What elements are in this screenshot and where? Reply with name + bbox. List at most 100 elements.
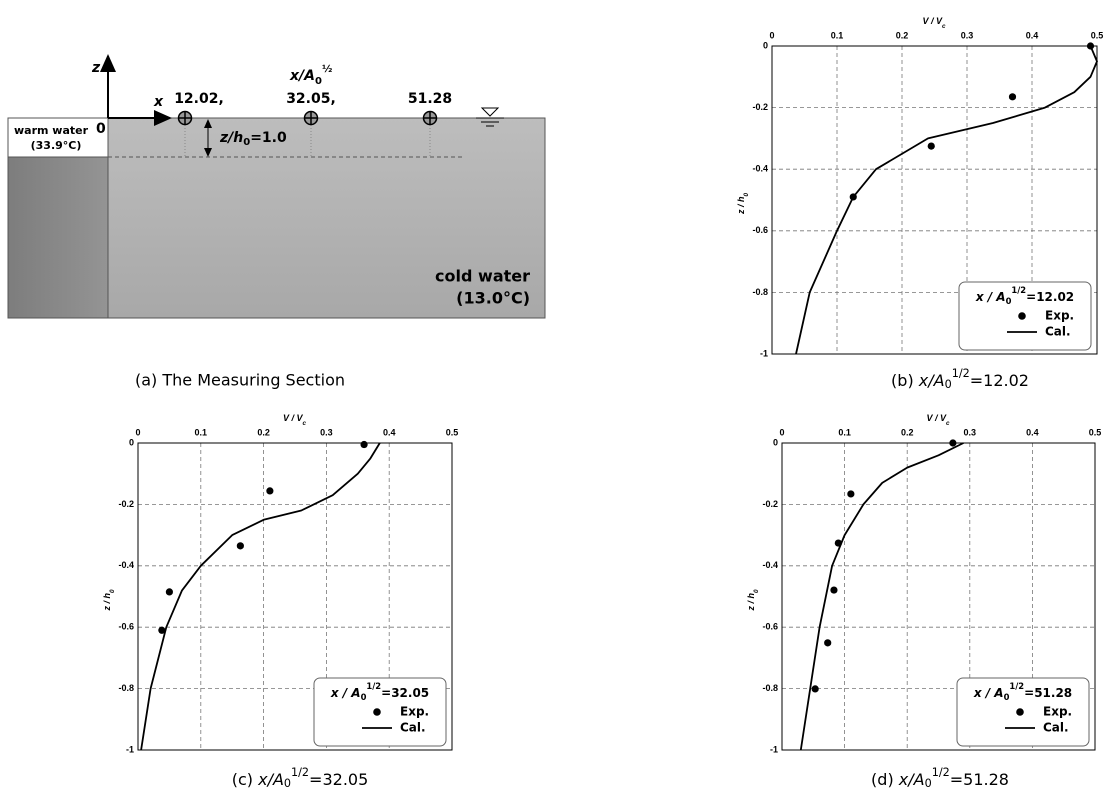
y-axis-title: z / h0 xyxy=(736,193,749,216)
legend-title: x / A01/2=51.28 xyxy=(973,681,1072,702)
warm-water-inlet xyxy=(7,117,109,158)
y-tick-label: 0 xyxy=(763,40,768,50)
x-axis-title-part: c xyxy=(303,420,307,427)
legend-label: Exp. xyxy=(400,705,429,719)
x-axis-title-part: c xyxy=(942,23,946,30)
legend-title-part: 1/2 xyxy=(1011,285,1026,295)
y-axis-title: z / h0 xyxy=(746,589,759,612)
legend-title-part: =12.02 xyxy=(1026,290,1074,304)
station-value: 51.28 xyxy=(408,91,452,107)
y-tick-label: -0.6 xyxy=(118,622,134,632)
plot-frame xyxy=(781,442,1096,751)
y-tick-label: -1 xyxy=(770,744,778,754)
y-axis-title-part: 0 xyxy=(743,193,750,197)
cal-line xyxy=(795,45,1098,355)
depth-label: z/h0=1.0 xyxy=(219,130,287,148)
station-label: x/A0½ xyxy=(289,64,332,87)
wall xyxy=(7,156,109,319)
legend-title-part: x / A xyxy=(973,686,1004,700)
caption-part: 0 xyxy=(925,777,932,790)
caption-part: 1/2 xyxy=(291,766,309,779)
chart: 0 0.1 0.2 0.3 0.4 0.5 0 -0.2 -0.4 -0.6 -0.8 -1 V / V… xyxy=(736,16,1103,391)
plot-frame xyxy=(771,45,1098,355)
caption: (b) x/A01/2=12.02 xyxy=(891,367,1029,391)
exp-point xyxy=(949,439,957,447)
station-value: 32.05, xyxy=(286,91,336,107)
x-tick-label: 0 xyxy=(769,30,774,40)
exp-point xyxy=(165,588,173,596)
legend-marker xyxy=(1018,312,1026,320)
legend-label: Exp. xyxy=(1043,705,1072,719)
caption-part: x/A xyxy=(918,371,945,390)
legend-label: Cal. xyxy=(400,721,426,735)
x-tick-label: 0.1 xyxy=(195,427,208,437)
legend-title-part: x / A xyxy=(330,686,361,700)
z-label: z xyxy=(91,60,101,76)
station-label-part: x/A xyxy=(289,68,315,84)
caption-part: 0 xyxy=(945,378,952,391)
y-axis-title-part: z / h xyxy=(736,196,746,215)
caption: (a) The Measuring Section xyxy=(135,371,345,390)
exp-point xyxy=(927,142,935,150)
chart: 0 0.1 0.2 0.3 0.4 0.5 0 -0.2 -0.4 -0.6 -0.8 -1 V / V… xyxy=(102,413,458,790)
water-level-symbol xyxy=(476,107,504,127)
depth-label-part: z/h xyxy=(219,130,243,146)
probes xyxy=(177,110,438,126)
exp-point xyxy=(811,685,819,693)
x-tick-label: 0.1 xyxy=(831,30,844,40)
x-tick-label: 0.3 xyxy=(964,427,977,437)
legend-title: x / A01/2=32.05 xyxy=(330,681,429,702)
caption-part: 1/2 xyxy=(952,367,970,380)
y-tick-label: -0.6 xyxy=(752,225,768,235)
y-tick-label: -1 xyxy=(126,744,134,754)
caption-part: =12.02 xyxy=(970,371,1029,390)
x-tick-label: 0 xyxy=(135,427,140,437)
cold-label: cold water xyxy=(435,267,530,286)
exp-point xyxy=(266,487,274,495)
station-value: 12.02, xyxy=(174,91,224,107)
exp-point xyxy=(830,586,838,594)
cold-temp: (13.0°C) xyxy=(456,289,530,308)
y-tick-label: -0.2 xyxy=(118,499,134,509)
legend-marker xyxy=(1016,708,1024,716)
x-tick-label: 0.3 xyxy=(320,427,333,437)
exp-point xyxy=(1008,93,1017,101)
x-tick-label: 0 xyxy=(779,427,784,437)
caption: (c) x/A01/2=32.05 xyxy=(232,766,369,790)
x-tick-label: 0.5 xyxy=(1089,427,1102,437)
origin-label: 0 xyxy=(96,121,106,137)
legend-title: x / A01/2=12.02 xyxy=(975,285,1074,306)
caption: (d) x/A01/2=51.28 xyxy=(871,766,1009,790)
y-tick-label: -1 xyxy=(760,348,768,358)
y-axis-title-part: 0 xyxy=(753,589,760,593)
legend-title-part: 1/2 xyxy=(366,681,381,691)
x-tick-label: 0.2 xyxy=(896,30,909,40)
caption-part: x/A xyxy=(898,770,925,789)
y-tick-label: -0.8 xyxy=(118,683,134,693)
x-tick-label: 0.5 xyxy=(1091,30,1104,40)
caption-part: x/A xyxy=(257,770,284,789)
legend-title-part: =51.28 xyxy=(1024,686,1072,700)
x-axis-title: V / Vc xyxy=(927,413,951,426)
x-axis-title-part: V / V xyxy=(923,16,944,26)
legend-title-part: 0 xyxy=(1006,296,1012,306)
legend-title-part: 0 xyxy=(361,692,367,702)
x-axis-title-part: V / V xyxy=(283,413,304,423)
caption-part: 0 xyxy=(284,777,291,790)
y-tick-label: -0.6 xyxy=(762,622,778,632)
caption-part: =32.05 xyxy=(309,770,368,789)
x-axis-title-part: c xyxy=(946,420,950,427)
y-axis-title-part: z / h xyxy=(746,592,756,611)
x-tick-label: 0.4 xyxy=(383,427,396,437)
legend-label: Cal. xyxy=(1045,325,1071,339)
x-label: x xyxy=(153,94,164,110)
legend-title-part: 0 xyxy=(1004,692,1010,702)
depth-label-sub: 0 xyxy=(243,137,250,148)
exp-point xyxy=(158,626,166,634)
plot-frame xyxy=(137,442,453,751)
depth-label-part: =1.0 xyxy=(250,130,287,146)
warm-temp: (33.9°C) xyxy=(31,139,82,152)
station-label-sup: ½ xyxy=(322,64,332,75)
chart: 0 0.1 0.2 0.3 0.4 0.5 0 -0.2 -0.4 -0.6 -0.8 -1 V / V… xyxy=(746,413,1101,790)
exp-point xyxy=(360,440,368,449)
